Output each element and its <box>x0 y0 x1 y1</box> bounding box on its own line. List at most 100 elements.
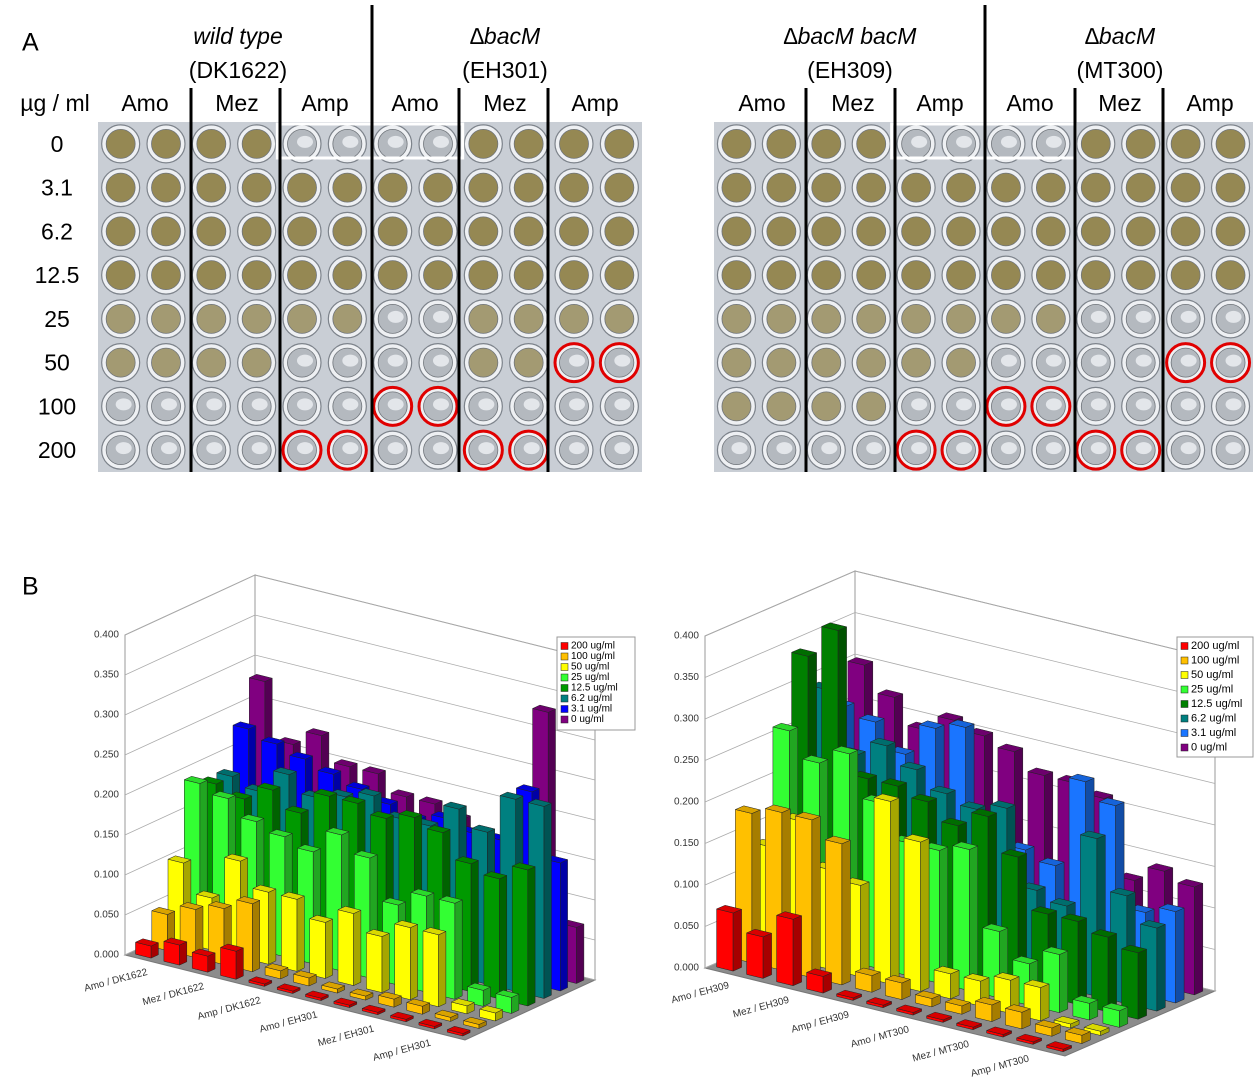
well-content <box>1036 304 1065 333</box>
x-tick-label: Amo / DK1622 <box>83 967 149 995</box>
legend-swatch <box>1181 657 1188 664</box>
bar-side <box>1194 883 1202 995</box>
well-content <box>605 173 634 202</box>
well-highlight <box>776 442 792 454</box>
well-content <box>812 173 841 202</box>
well-highlight <box>866 442 882 454</box>
well-highlight <box>297 136 313 148</box>
well-content <box>902 173 931 202</box>
legend-swatch <box>561 674 568 681</box>
bar-side <box>793 916 802 986</box>
legend-label: 6.2 ug/ml <box>1191 712 1236 724</box>
well-content <box>1036 173 1065 202</box>
bar-side <box>951 970 960 999</box>
well-content <box>333 173 362 202</box>
well-content <box>857 217 886 246</box>
well-highlight <box>1091 398 1107 410</box>
well-content <box>152 173 181 202</box>
well-highlight <box>911 442 927 454</box>
bar-side <box>763 933 772 978</box>
y-tick-label: 0.050 <box>674 921 699 932</box>
bar-side <box>297 896 304 971</box>
bar <box>136 939 159 958</box>
column-header: Amp <box>1186 90 1233 116</box>
well-content <box>424 173 453 202</box>
well-content <box>857 348 886 377</box>
well-content <box>722 217 751 246</box>
well-content <box>947 173 976 202</box>
well-content <box>197 217 226 246</box>
well-highlight <box>433 398 449 410</box>
legend-swatch <box>561 685 568 692</box>
row-label: 6.2 <box>41 218 73 244</box>
y-tick-label: 0.300 <box>674 714 699 725</box>
well-highlight <box>297 442 313 454</box>
well-content <box>947 304 976 333</box>
well-content <box>106 348 135 377</box>
well-content <box>1216 173 1245 202</box>
well-highlight <box>1226 442 1242 454</box>
bar-side <box>528 867 535 1006</box>
bar-front <box>310 919 326 979</box>
legend-swatch <box>1181 701 1188 708</box>
well-highlight <box>433 442 449 454</box>
well-highlight <box>1091 355 1107 367</box>
well-content <box>605 129 634 158</box>
well-content <box>722 129 751 158</box>
y-tick-label: 0.300 <box>94 710 119 721</box>
well-highlight <box>1136 398 1152 410</box>
bar-side <box>812 816 820 977</box>
figure: A wild type (DK1622) ∆bacM (EH301) ∆bacM… <box>0 0 1254 1086</box>
x-tick-label: Mez / DK1622 <box>141 981 205 1008</box>
bar <box>717 905 742 971</box>
bar <box>855 968 880 992</box>
y-tick-label: 0.100 <box>94 870 119 881</box>
column-header: Mez <box>215 90 258 116</box>
well-highlight <box>569 442 585 454</box>
well-content <box>469 261 498 290</box>
x-tick-label: Amp / EH309 <box>790 1009 851 1035</box>
x-tick-label: Amo / EH301 <box>258 1009 319 1035</box>
well-highlight <box>206 442 222 454</box>
row-label: 12.5 <box>35 262 80 288</box>
well-content <box>378 217 407 246</box>
well-highlight <box>1046 136 1062 148</box>
well-content <box>1216 217 1245 246</box>
x-tick-label: Amo / MT300 <box>850 1024 911 1050</box>
well-content <box>514 217 543 246</box>
well-highlight <box>342 398 358 410</box>
legend-label: 25 ug/ml <box>1191 683 1233 695</box>
well-content <box>991 304 1020 333</box>
column-header: Amo <box>738 90 785 116</box>
well-content <box>469 173 498 202</box>
well-content <box>514 173 543 202</box>
bar <box>281 892 304 971</box>
well-content <box>812 129 841 158</box>
well-content <box>722 173 751 202</box>
well-highlight <box>342 442 358 454</box>
well-highlight <box>524 442 540 454</box>
bar <box>164 938 187 965</box>
legend-swatch <box>561 664 568 671</box>
well-content <box>722 392 751 421</box>
bar <box>423 928 446 1007</box>
bar-side <box>471 860 478 991</box>
well-highlight <box>478 398 494 410</box>
bar <box>777 912 802 986</box>
well-content <box>514 304 543 333</box>
bar-side <box>861 882 870 977</box>
well-content <box>857 304 886 333</box>
well-highlight <box>731 442 747 454</box>
well-content <box>1216 129 1245 158</box>
bar <box>366 929 389 992</box>
well-highlight <box>1091 442 1107 454</box>
well-content <box>1171 217 1200 246</box>
well-highlight <box>1136 311 1152 323</box>
bar-side <box>891 798 900 984</box>
well-highlight <box>1046 442 1062 454</box>
bar-side <box>180 942 187 965</box>
bar-side <box>1176 908 1185 1003</box>
bar-side <box>236 948 243 979</box>
legend-swatch <box>1181 744 1188 751</box>
well-content <box>605 261 634 290</box>
